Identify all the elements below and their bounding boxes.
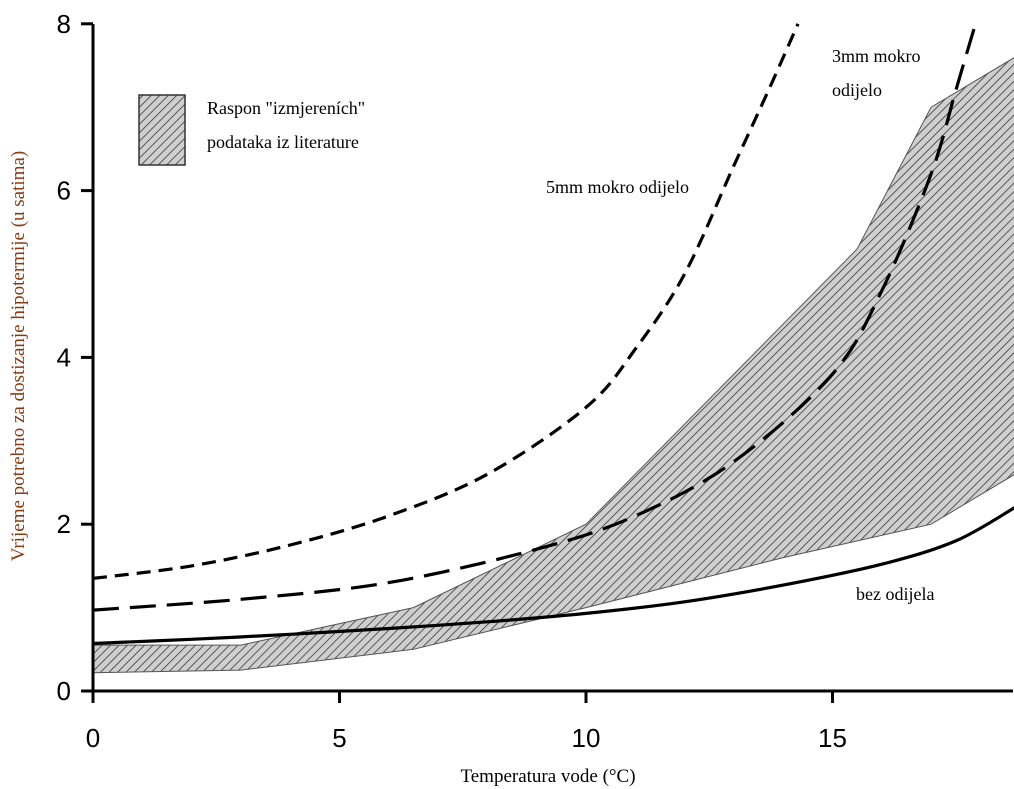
y-tick-label: 8: [57, 9, 71, 39]
annotation-5mm-wetsuit: 5mm mokro odijelo: [546, 177, 689, 197]
series-line-no-suit: [92, 506, 1014, 646]
x-tick-label: 0: [86, 723, 100, 753]
series-line-3mm-wetsuit: [92, 23, 978, 612]
x-tick-label: 5: [332, 723, 346, 753]
y-tick-label: 2: [57, 509, 71, 539]
legend: Raspon "izmjereních" podataka iz literat…: [138, 94, 365, 166]
y-tick-label: 0: [57, 676, 71, 706]
y-axis-title: Vrijeme potrebno za dostizanje hipotermi…: [8, 151, 29, 561]
annotation-3mm-wetsuit-line-1: 3mm mokro: [832, 46, 921, 66]
annotation-no-suit: bez odijela: [856, 584, 934, 604]
x-tick-label: 15: [818, 723, 847, 753]
measured-range-band: [92, 57, 1014, 674]
legend-swatch: [138, 94, 186, 166]
axes: 0 5 10 15 0 2 4 6 8: [57, 9, 1013, 753]
y-tick-label: 6: [57, 176, 71, 206]
legend-label-line-2: podataka iz literature: [207, 132, 359, 152]
series-line-5mm-wetsuit: [92, 23, 800, 580]
x-axis-title: Temperatura vode (°C): [460, 766, 635, 787]
legend-label-line-1: Raspon "izmjereních": [207, 98, 365, 118]
annotation-3mm-wetsuit-line-2: odijelo: [832, 80, 882, 100]
x-tick-label: 10: [572, 723, 601, 753]
y-tick-label: 4: [57, 342, 71, 372]
